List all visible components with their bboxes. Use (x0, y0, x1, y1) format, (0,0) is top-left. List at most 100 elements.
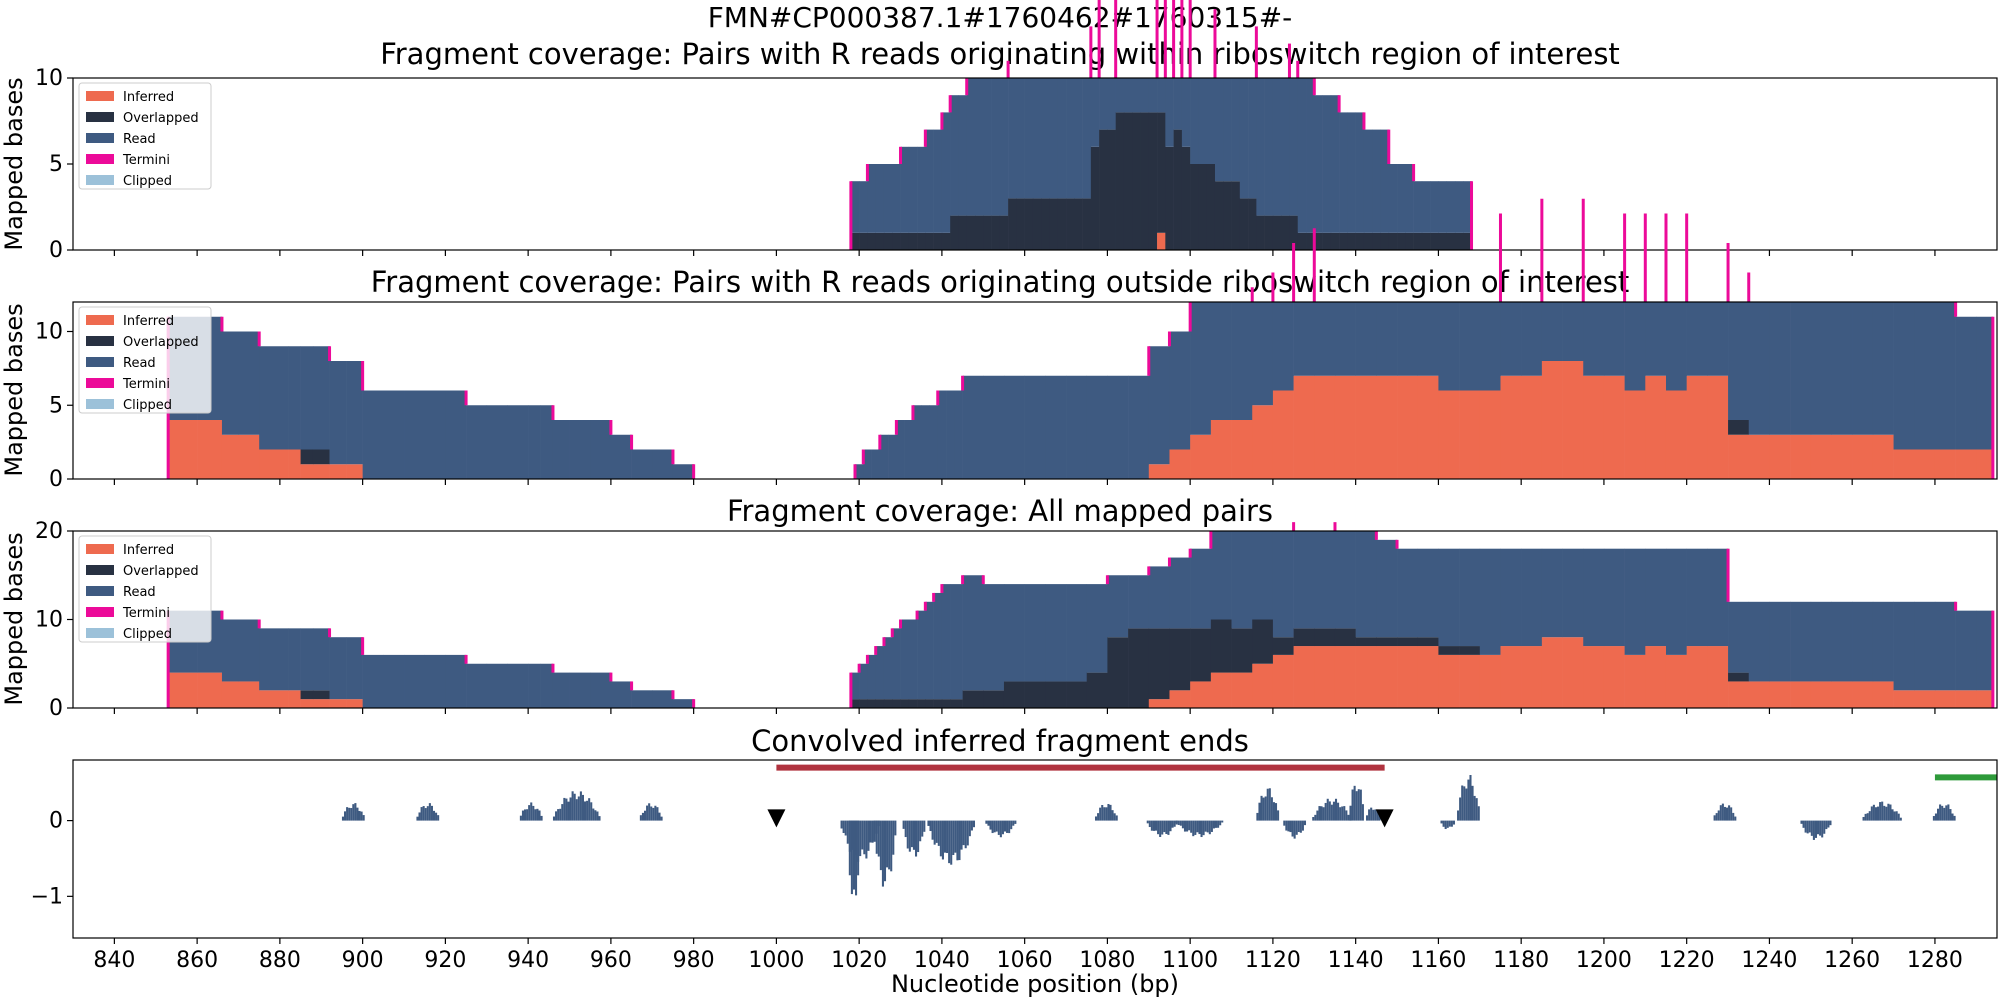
inferred-bar (1562, 637, 1584, 708)
inferred-bar (1852, 681, 1874, 708)
read-bar (1206, 78, 1216, 164)
convolved-bar (1277, 810, 1280, 821)
inferred-bar (1748, 434, 1770, 479)
legend-swatch-overlapped (86, 565, 114, 575)
convolved-bar (1324, 802, 1327, 821)
convolved-bar (923, 820, 926, 832)
convolved-bar (935, 820, 938, 843)
panel-3-plot (166, 522, 1995, 708)
convolved-bar (1210, 820, 1213, 832)
inferred-bar (1872, 681, 1894, 708)
inferred-bar (300, 464, 314, 479)
x-tick-label: 900 (342, 948, 384, 973)
read-bar (958, 95, 968, 216)
overlapped-bar (1239, 198, 1249, 250)
legend-swatch-read (86, 133, 114, 143)
inferred-bar (1583, 375, 1605, 479)
overlapped-bar (1339, 232, 1348, 250)
convolved-bar (565, 798, 568, 821)
overlapped-bar (300, 690, 314, 700)
convolved-bar (871, 820, 874, 843)
read-bar (1500, 302, 1522, 376)
inferred-bar (1252, 405, 1274, 479)
convolved-bar (873, 820, 876, 842)
convolved-bar (1939, 804, 1942, 821)
read-bar (1438, 302, 1460, 391)
convolved-bar (929, 820, 932, 832)
y-tick-label: 0 (49, 809, 63, 834)
read-bar (941, 584, 951, 700)
convolved-bar (581, 794, 584, 821)
inferred-bar (1157, 232, 1166, 250)
y-tick-label: 10 (35, 66, 63, 91)
convolved-bar (1099, 807, 1102, 821)
figure-suptitle: FMN#CP000387.1#1760462#1760315#- (708, 1, 1293, 34)
read-bar (863, 449, 872, 479)
convolved-bar (1206, 820, 1209, 833)
inferred-bar (1790, 681, 1812, 708)
inferred-bar (1293, 646, 1315, 708)
convolved-bar (1949, 809, 1952, 821)
convolved-bar (1008, 820, 1011, 834)
inferred-bar (1541, 361, 1563, 479)
overlapped-bar (883, 232, 893, 250)
convolved-bar (557, 809, 560, 821)
read-bar (1852, 601, 1874, 682)
convolved-bar (1148, 820, 1151, 828)
inferred-bar (1314, 646, 1336, 708)
read-bar (528, 663, 541, 708)
convolved-bar (1287, 820, 1290, 832)
legend-label-termini: Termini (122, 153, 170, 168)
panel-2-ylabel: Mapped bases (0, 303, 28, 476)
read-bar (1355, 531, 1377, 638)
convolved-bar (1812, 820, 1815, 840)
inferred-bar (1397, 646, 1419, 708)
convolved-bar (1368, 809, 1371, 821)
overlapped-bar (1405, 232, 1414, 250)
read-bar (925, 601, 934, 700)
convolved-bar (362, 815, 365, 821)
convolved-bar (954, 820, 957, 853)
read-bar (1148, 78, 1158, 113)
inferred-bar (1417, 375, 1439, 479)
legend-swatch-read (86, 357, 114, 367)
inferred-bar (197, 420, 223, 479)
legend-swatch-inferred (86, 91, 114, 101)
read-bar (1397, 164, 1406, 233)
convolved-bar (567, 801, 570, 821)
convolved-bar (859, 820, 862, 857)
inferred-bar (1500, 646, 1522, 708)
read-bar (259, 346, 289, 450)
overlapped-bar (941, 699, 951, 708)
read-bar (871, 449, 881, 479)
convolved-bar (1881, 801, 1884, 821)
read-bar (1831, 601, 1853, 682)
read-bar (300, 346, 314, 450)
convolved-bar (1256, 812, 1259, 821)
legend-label-clipped: Clipped (123, 174, 172, 189)
convolved-bar (1003, 820, 1007, 832)
read-bar (1479, 548, 1501, 655)
inferred-bar (1148, 464, 1170, 479)
convolved-bar (993, 820, 996, 833)
convolved-bar (1899, 817, 1902, 821)
read-bar (329, 637, 347, 700)
convolved-bar (1341, 806, 1344, 821)
convolved-bar (1154, 820, 1158, 831)
panel-3-ylabel: Mapped bases (0, 532, 28, 705)
inferred-bar (1148, 699, 1170, 708)
convolved-bar (1823, 820, 1826, 834)
inferred-bar (1397, 375, 1419, 479)
x-tick-label: 1160 (1410, 948, 1466, 973)
read-bar (1140, 78, 1150, 113)
read-bar (912, 405, 922, 479)
convolved-bar (1891, 809, 1894, 821)
convolved-bar (1893, 811, 1896, 821)
read-bar (1603, 302, 1625, 376)
read-bar (1388, 164, 1398, 233)
inferred-bar (1355, 375, 1377, 479)
x-tick-label: 1060 (997, 948, 1053, 973)
convolved-bar (1467, 779, 1470, 821)
convolved-bar (1463, 786, 1466, 821)
